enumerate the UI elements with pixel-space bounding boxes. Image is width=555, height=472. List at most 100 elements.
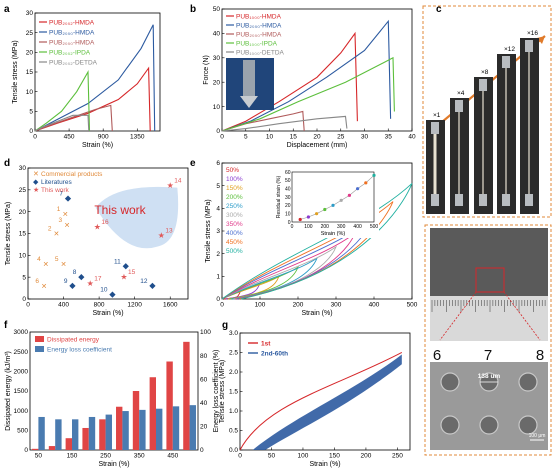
micro-hole [518, 372, 538, 392]
series-line [34, 114, 90, 132]
y-tick-label: 40 [213, 31, 221, 38]
data-point: ★ [167, 181, 174, 190]
x-tick-label: 10 [266, 134, 274, 141]
y-tick-label: 5 [216, 183, 220, 190]
y2-tick-label: 40 [200, 400, 208, 407]
legend-entry: PUB₂₀₀₀-HMDA [49, 40, 95, 47]
x-tick-label: 30 [361, 134, 369, 141]
bar-dissipated [99, 419, 106, 450]
ruler-number: 6 [433, 347, 441, 364]
inset-y-tick: 50 [285, 178, 291, 184]
bar-dissipated [48, 446, 56, 450]
data-point [149, 282, 156, 290]
legend-entry: This work [41, 187, 70, 194]
y2-tick-label: 60 [200, 376, 208, 383]
legend-entry: 350% [226, 221, 243, 228]
y-tick-label: 0 [24, 447, 28, 454]
data-point [64, 195, 72, 202]
y-tick-label: 0.5 [229, 428, 238, 435]
micro-hole [440, 372, 460, 392]
ruler-number: 8 [536, 347, 544, 364]
series-line [34, 70, 91, 132]
point-label: 7 [59, 191, 63, 198]
y-tick-label: 5 [22, 274, 26, 281]
x-axis-label: Strain (%) [92, 310, 123, 317]
stretch-multiplier: ×12 [504, 46, 515, 53]
dashed-frame [422, 5, 552, 218]
x-tick-label: 0 [33, 134, 37, 141]
y-tick-label: 20 [213, 79, 221, 86]
grip-bottom [525, 194, 533, 206]
grip-top [431, 122, 439, 134]
data-point: ✕ [64, 222, 70, 229]
cycle-loop [221, 183, 413, 300]
micro-hole [440, 415, 460, 435]
bar-dissipated [32, 448, 39, 450]
y-axis-label: Force (N) [203, 55, 210, 85]
point-label: 12 [140, 278, 148, 285]
y-axis-label: Tensile stress (MPa) [219, 360, 226, 423]
x-tick-label: 800 [94, 302, 105, 309]
y-tick-label: 30 [26, 10, 34, 17]
y-tick-label: 2500 [14, 349, 29, 356]
bar-dissipated [116, 406, 123, 450]
data-point: ★ [158, 231, 165, 240]
legend-entry: PUB₂₀₀₀-HMDA [236, 23, 282, 30]
x-tick-label: 25 [337, 134, 345, 141]
x-tick-label: 100 [255, 302, 266, 309]
film-area [430, 228, 548, 296]
point-label: 17 [94, 276, 102, 283]
y-axis-label: Tensile stress (MPa) [205, 199, 212, 262]
x-tick-label: 350 [134, 453, 145, 460]
y-tick-label: 1000 [14, 408, 29, 415]
cycles-band [252, 354, 402, 450]
x-tick-label: 1350 [130, 134, 145, 141]
legend-entry: 2nd-60th [261, 351, 288, 358]
x-tick-label: 150 [329, 453, 340, 460]
x-tick-label: 400 [58, 302, 69, 309]
y-tick-label: 20 [19, 209, 27, 216]
inset-x-tick: 500 [370, 224, 379, 230]
y-tick-label: 30 [213, 55, 221, 62]
y-tick-label: 2 [216, 251, 220, 258]
x-tick-label: 100 [298, 453, 309, 460]
data-point [69, 282, 76, 290]
x-tick-label: 400 [369, 302, 380, 309]
x-tick-label: 150 [67, 453, 78, 460]
inset-y-tick: 40 [285, 186, 291, 192]
panel-label-a: a [4, 4, 10, 15]
series-line [221, 31, 358, 132]
x-tick-label: 1600 [163, 302, 178, 309]
point-label: 8 [73, 269, 77, 276]
y-axis-label: Dissipated energy (kJ/m³) [5, 351, 12, 431]
bar-loss-coefficient [139, 409, 146, 450]
bar-dissipated [166, 361, 173, 450]
bar-dissipated [183, 341, 190, 450]
data-point: ✕ [54, 231, 60, 238]
data-point [109, 291, 116, 298]
x-tick-label: 40 [408, 134, 416, 141]
series-line [34, 66, 151, 132]
y2-tick-label: 0 [200, 447, 204, 454]
y-tick-label: 3 [216, 228, 220, 235]
legend-entry: PUB₂₀₀₂-HMDA [49, 20, 95, 27]
y2-tick-label: 100 [200, 329, 211, 336]
bar-dissipated [132, 391, 140, 450]
inset-point [306, 215, 310, 219]
legend-entry: 250% [226, 203, 243, 210]
y-tick-label: 1 [216, 274, 220, 281]
y-tick-label: 0 [216, 128, 220, 135]
y-tick-label: 25 [19, 187, 27, 194]
data-point: ✕ [41, 283, 47, 290]
x-axis-label: Displacement (mm) [287, 142, 348, 149]
series-line [221, 56, 395, 132]
y-tick-label: 10 [26, 89, 34, 96]
y-tick-label: 25 [26, 30, 34, 37]
ruler-number: 7 [484, 347, 492, 364]
y-tick-label: 0.0 [229, 447, 238, 454]
stretch-multiplier: ×16 [527, 30, 538, 37]
y-tick-label: 6 [216, 160, 220, 167]
x-tick-label: 0 [220, 302, 224, 309]
